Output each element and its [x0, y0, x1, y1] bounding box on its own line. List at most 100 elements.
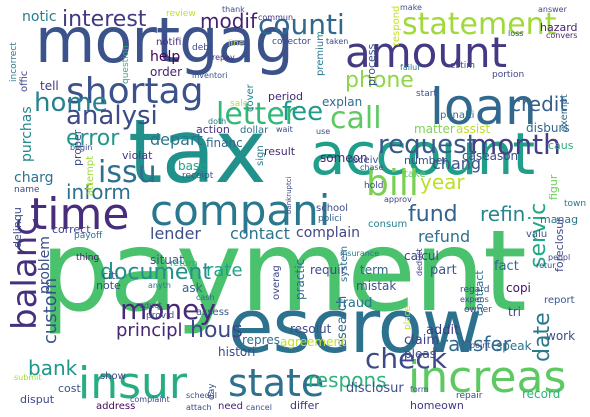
word-complaint: complaint — [130, 396, 170, 404]
word-notic: notic — [22, 10, 57, 24]
word-copi: copi — [506, 282, 531, 294]
word-caus: caus — [548, 140, 574, 151]
word-town: town — [564, 200, 586, 209]
word-convers: loss — [508, 30, 523, 38]
word-term: term — [360, 264, 389, 276]
word-commun: commun — [258, 14, 293, 22]
word-overag: overag — [272, 265, 282, 300]
word-financ: financ — [206, 137, 243, 149]
word-need: need — [218, 402, 243, 412]
word-start: start — [416, 90, 437, 99]
word-taken: approv — [384, 196, 412, 204]
word-inform: inform — [66, 182, 131, 202]
word-place: place — [404, 306, 413, 330]
word-result: result — [264, 146, 295, 157]
word-answer: answer — [538, 6, 567, 14]
word-correct: correct — [52, 224, 91, 235]
word-begin: begin — [70, 144, 92, 152]
word-process: process — [366, 44, 377, 86]
word-hous: hous — [190, 320, 243, 342]
word-dollar: dollar — [240, 126, 268, 136]
word-addit: addit — [426, 324, 459, 337]
word-inventori: inventori — [192, 72, 228, 80]
word-bankruptci: bankruptci — [286, 176, 293, 214]
word-speak: speak — [496, 340, 532, 352]
word-regard: regard — [460, 286, 490, 295]
word-violat: violat — [122, 150, 152, 161]
word-deduct: deduct — [416, 248, 424, 276]
word-charg: charg — [14, 171, 54, 185]
word-valu: valu — [526, 230, 547, 240]
word-histori: histori — [218, 346, 256, 358]
word-provid: doth — [208, 118, 226, 126]
word-retur: return — [170, 260, 198, 269]
word-disclosur: disclosur — [346, 382, 404, 395]
word-caseason: caseason — [462, 150, 518, 162]
word-estim: estim — [450, 62, 475, 71]
word-collector: collector — [272, 38, 311, 47]
word-number: number — [404, 155, 447, 166]
word-mistak: mistak — [356, 280, 396, 292]
word-debt: debt — [192, 44, 213, 53]
word-point: point — [470, 342, 490, 350]
word-record: record — [522, 388, 560, 400]
word-school: school — [316, 204, 348, 214]
word-hold: hold — [364, 182, 383, 191]
word-owner: owner — [464, 306, 492, 315]
word-delinqu: delinqu — [12, 207, 23, 248]
word-tri: tri — [508, 306, 521, 318]
word-principl: principl — [116, 322, 183, 340]
word-wait: wait — [276, 126, 293, 134]
word-repay: repay — [212, 54, 235, 62]
word-fact: fact — [494, 260, 519, 273]
word-question: question — [122, 45, 131, 84]
word-show: assess — [196, 308, 229, 318]
word-repair: peopl — [548, 254, 570, 262]
word-work: work — [546, 330, 575, 342]
word-exempt: exempt — [560, 94, 570, 132]
word-disput: disput — [20, 394, 54, 405]
word-expens: expens — [460, 296, 489, 304]
word-doth: show — [100, 372, 126, 382]
word-thing: thing — [76, 254, 99, 263]
word-tell: tell — [40, 80, 59, 92]
word-purchas: purchas — [20, 106, 34, 162]
word-figur: figur — [548, 175, 559, 200]
word-lender: lender — [150, 226, 201, 242]
word-resolut: resolut — [290, 323, 331, 335]
word-sign: sign — [256, 145, 266, 166]
word-notifi: notifi — [156, 38, 181, 48]
word-assist: assist — [456, 123, 490, 135]
word-refin: refin — [480, 204, 525, 224]
word-review: review — [166, 10, 196, 19]
word-problem: problem — [38, 236, 52, 294]
word-phone: phone — [345, 70, 414, 92]
word-matter: matter — [414, 123, 455, 135]
word-attach: attach — [186, 404, 212, 412]
word-interest: interest — [62, 9, 146, 31]
word-portion: portion — [492, 71, 524, 80]
word-fraud: fraud — [338, 297, 372, 310]
word-approv: taken — [326, 38, 348, 46]
word-complain: complain — [296, 226, 360, 240]
word-modif: modif — [200, 11, 257, 31]
word-depart: depart — [150, 132, 203, 148]
word-day: day — [208, 383, 217, 400]
word-explan: explan — [322, 96, 362, 108]
word-incorrect: incorrect — [10, 42, 19, 82]
word-consum: consum — [368, 220, 407, 230]
word-sale: sale — [230, 100, 248, 109]
word-chase: chase — [360, 164, 383, 172]
word-name: name — [14, 186, 40, 195]
word-period: period — [268, 91, 303, 102]
word-thank: thank — [222, 6, 245, 14]
word-agreement: agreement — [280, 336, 346, 348]
word-offic: offic — [20, 71, 30, 92]
word-year: year — [420, 172, 465, 192]
word-homeown: homeown — [410, 400, 464, 411]
word-citi: citi — [102, 270, 118, 281]
word-report: report — [544, 296, 575, 306]
word-line: line — [228, 40, 244, 49]
word-return: provid — [146, 312, 174, 321]
